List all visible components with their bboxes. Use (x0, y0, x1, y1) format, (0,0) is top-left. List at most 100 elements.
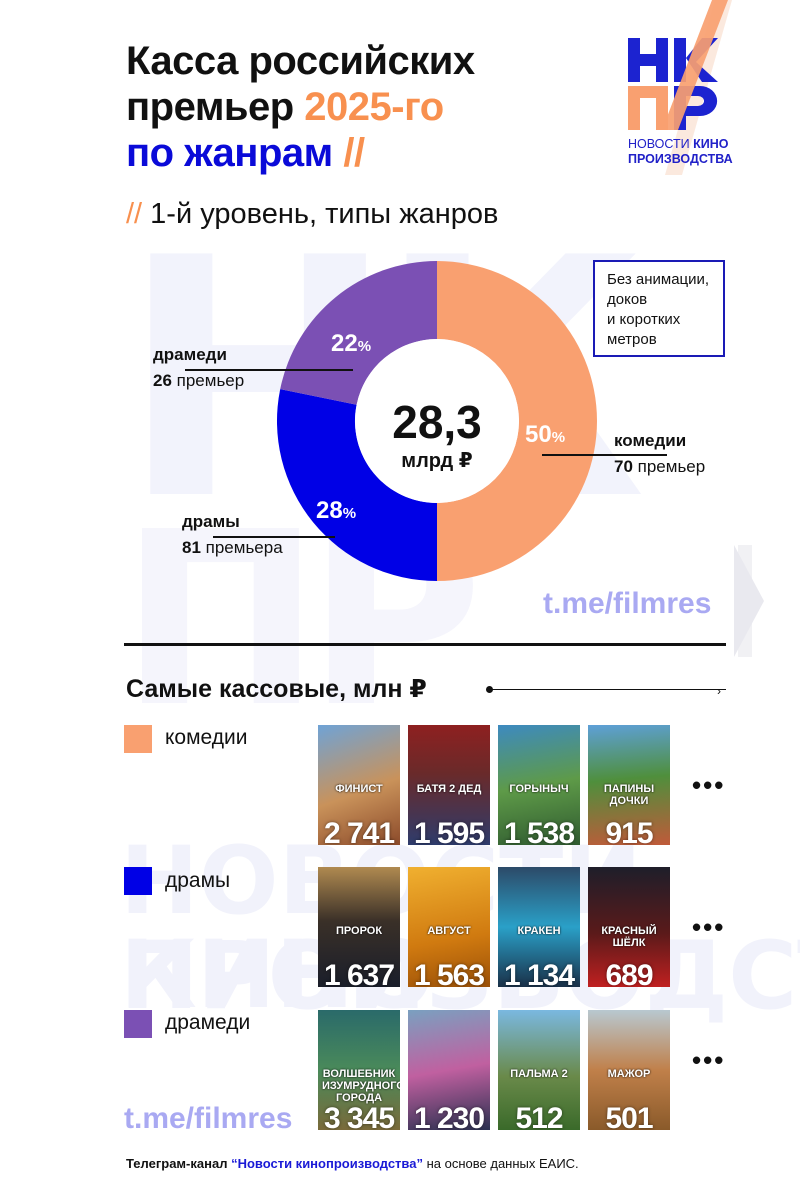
poster-row-drama: ПРОРОК 1 637 АВГУСТ 1 563 КРАКЕН 1 134 КРАС… (318, 867, 670, 987)
more-ellipsis-icon[interactable]: ••• (692, 770, 726, 800)
title-line-3: по жанрам // (126, 130, 475, 176)
segment-dramedy (280, 261, 437, 405)
box-office-value: 1 595 (413, 817, 485, 845)
premiere-count: 70 премьер (614, 454, 705, 480)
film-poster[interactable]: ВОЛШЕБНИК ИЗУМРУДНОГО ГОРОДА 3 345 (318, 1010, 400, 1130)
box-office-value: 2 741 (323, 817, 395, 845)
count-value: 70 (614, 457, 633, 476)
box-office-value: 501 (605, 1102, 653, 1130)
film-title: БАТЯ 2 ДЕД (416, 782, 482, 795)
pct-dramedy: 22% (331, 330, 371, 358)
label-dramedy: драмеди 26 премьер (153, 342, 244, 394)
count-suffix: премьер (171, 371, 245, 390)
film-poster[interactable]: КРАКЕН 1 134 (498, 867, 580, 987)
section-subtitle: // 1-й уровень, типы жанров (126, 198, 498, 231)
total-unit: млрд ₽ (401, 450, 473, 472)
segment-comedy (437, 261, 597, 581)
top-grossing-title: Самые кассовые, млн ₽ (126, 675, 427, 703)
pct-sign: % (551, 429, 566, 446)
film-title: ПРОРОК (335, 924, 383, 937)
film-title: КРАКЕН (517, 924, 561, 937)
premiere-count: 26 премьер (153, 368, 244, 394)
channel-link[interactable]: t.me/filmres (543, 587, 712, 620)
genre-name: драмеди (153, 345, 227, 364)
film-poster[interactable]: МАЖОР 501 (588, 1010, 670, 1130)
legend-swatch-drama (124, 867, 152, 895)
box-office-value: 1 637 (323, 959, 395, 987)
title-year: 2025-го (304, 85, 444, 129)
genre-name: драмы (182, 512, 240, 531)
box-office-value: 1 230 (413, 1102, 485, 1130)
film-poster[interactable]: БАТЯ 2 ДЕД 1 595 (408, 725, 490, 845)
note-line: Без анимации, (607, 271, 710, 288)
box-office-value: 1 538 (503, 817, 575, 845)
title-line-1: Касса российских (126, 39, 475, 83)
film-poster[interactable]: ПАПИНЫ ДОЧКИ 915 (588, 725, 670, 845)
pct-sign: % (342, 505, 357, 522)
legend-swatch-comedy (124, 725, 152, 753)
film-title: МАЖОР (607, 1067, 651, 1080)
legend-swatch-dramedy (124, 1010, 152, 1038)
more-ellipsis-icon[interactable]: ••• (692, 1045, 726, 1075)
logo-caption-news: НОВОСТИ (628, 137, 694, 151)
source-footer: Телеграм-канал “Новости кинопроизводства… (126, 1156, 579, 1171)
film-poster[interactable]: АВГУСТ 1 563 (408, 867, 490, 987)
pct-sign: % (357, 338, 372, 355)
section-divider (124, 643, 726, 646)
total-value: 28,3 (392, 396, 482, 448)
logo-caption-kino: КИНО (693, 137, 729, 151)
title-text: премьер (126, 85, 305, 129)
title-slashes: // (343, 131, 365, 175)
note-line: и коротких (607, 311, 681, 328)
more-ellipsis-icon[interactable]: ••• (692, 912, 726, 942)
film-title: АВГУСТ (427, 924, 471, 937)
poster-row-dramedy: ВОЛШЕБНИК ИЗУМРУДНОГО ГОРОДА 3 345 1 230 … (318, 1010, 670, 1130)
brand-logo: НОВОСТИ КИНО ПРОИЗВОДСТВА (620, 0, 770, 175)
arrow-right-icon: › (717, 684, 721, 698)
count-value: 26 (153, 371, 172, 390)
film-title: ВОЛШЕБНИК ИЗУМРУДНОГО ГОРОДА (322, 1067, 400, 1104)
genre-name: комедии (614, 431, 687, 450)
film-poster[interactable]: ГОРЫНЫЧ 1 538 (498, 725, 580, 845)
note-line: метров (607, 331, 657, 348)
box-office-value: 1 134 (503, 959, 575, 987)
film-poster[interactable]: ПРОРОК 1 637 (318, 867, 400, 987)
box-office-value: 915 (605, 817, 653, 845)
logo-caption: НОВОСТИ КИНО ПРОИЗВОДСТВА (628, 137, 733, 167)
leader-line-dramedy (185, 369, 353, 371)
segment-drama (276, 389, 437, 581)
box-office-value: 3 345 (323, 1102, 395, 1130)
legend-label-dramedy: драмеди (165, 1011, 251, 1034)
count-suffix: премьера (200, 538, 283, 557)
footer-source: на основе данных ЕАИС. (422, 1156, 579, 1171)
label-drama: драмы 81 премьера (182, 509, 283, 561)
film-title: ПАЛЬМА 2 (510, 1067, 568, 1080)
film-title: ПАПИНЫ ДОЧКИ (603, 782, 655, 807)
film-poster[interactable]: ФИНИСТ 2 741 (318, 725, 400, 845)
poster-row-comedy: ФИНИСТ 2 741 БАТЯ 2 ДЕД 1 595 ГОРЫНЫЧ 1 538… (318, 725, 670, 845)
leader-line-comedy (542, 454, 667, 456)
footer-channel-name[interactable]: “Новости кинопроизводства” (231, 1156, 423, 1171)
logo-caption-production: ПРОИЗВОДСТВА (628, 152, 733, 166)
film-title: КРАСНЫЙ ШЁЛК (601, 924, 657, 949)
channel-link-bottom[interactable]: t.me/filmres (124, 1102, 293, 1135)
page-title: Касса российских премьер 2025-го по жанр… (126, 38, 475, 176)
chevron-decoration-icon (734, 545, 764, 657)
leader-line-drama (213, 536, 335, 538)
film-poster[interactable]: ПАЛЬМА 2 512 (498, 1010, 580, 1130)
legend-label-drama: драмы (165, 869, 231, 892)
box-office-value: 1 563 (413, 959, 485, 987)
logo-mark-icon (628, 0, 732, 175)
pct-value: 28 (316, 497, 343, 524)
film-poster[interactable]: КРАСНЫЙ ШЁЛК 689 (588, 867, 670, 987)
box-office-value: 689 (605, 959, 653, 987)
title-line-2: премьер 2025-го (126, 84, 475, 130)
title-genre: по жанрам (126, 131, 344, 175)
film-title: ГОРЫНЫЧ (509, 782, 569, 795)
legend-label-comedy: комедии (165, 726, 248, 749)
arrow-line (488, 689, 726, 690)
pct-value: 50 (525, 421, 552, 448)
pct-comedy: 50% (525, 421, 565, 449)
film-poster[interactable]: 1 230 (408, 1010, 490, 1130)
film-title: ФИНИСТ (335, 782, 383, 795)
